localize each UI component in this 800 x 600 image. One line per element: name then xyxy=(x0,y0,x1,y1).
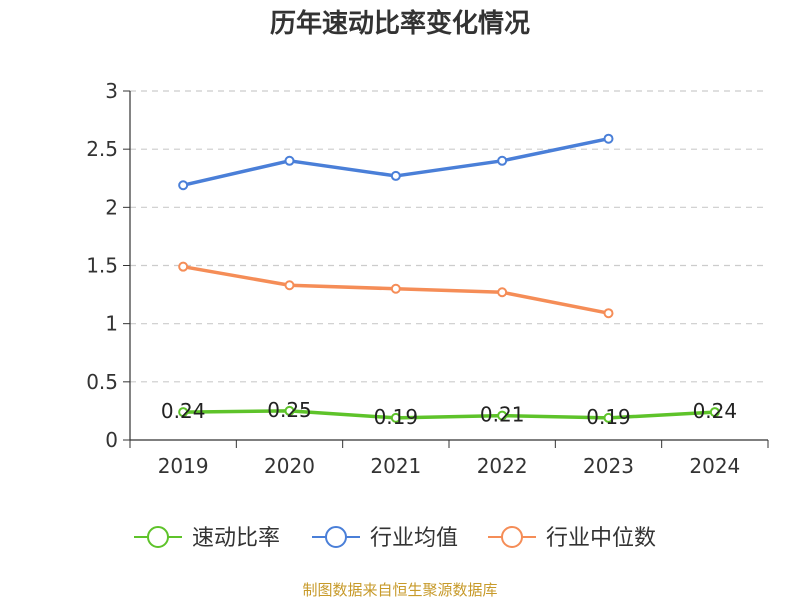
data-point xyxy=(709,407,720,418)
data-label: 0.19 xyxy=(586,405,631,429)
x-tick-label: 2022 xyxy=(477,454,528,478)
x-axis-ticks: 2019 2020 2021 2022 2023 2024 xyxy=(129,440,769,478)
data-point xyxy=(603,308,614,319)
x-tick-label: 2024 xyxy=(689,454,740,478)
x-tick-label: 2019 xyxy=(158,454,209,478)
legend-label: 行业均值 xyxy=(370,526,458,551)
data-label: 0.24 xyxy=(161,399,206,423)
data-point xyxy=(284,405,295,416)
legend-marker xyxy=(147,526,169,548)
data-point xyxy=(497,287,508,298)
data-point xyxy=(390,412,401,423)
data-label: 0.24 xyxy=(693,399,738,423)
data-point xyxy=(603,133,614,144)
legend-marker xyxy=(501,526,523,548)
series-group: 0.24 0.25 0.19 0.21 0.19 0.24 xyxy=(161,133,738,429)
y-tick-label: 3 xyxy=(105,79,118,103)
source-note: 制图数据来自恒生聚源数据库 xyxy=(302,581,497,599)
y-tick-label: 2 xyxy=(105,195,118,219)
y-tick-label: 1 xyxy=(105,312,118,336)
y-tick-label: 0 xyxy=(105,428,118,452)
data-point xyxy=(390,170,401,181)
x-tick-label: 2021 xyxy=(370,454,421,478)
grid-lines xyxy=(130,90,768,383)
legend: 速动比率 行业均值 行业中位数 xyxy=(134,526,656,551)
data-point xyxy=(390,283,401,294)
data-label: 0.21 xyxy=(480,403,525,427)
x-tick-label: 2023 xyxy=(583,454,634,478)
series-line-1 xyxy=(183,409,715,420)
data-point xyxy=(178,407,189,418)
data-label: 0.25 xyxy=(267,398,312,422)
legend-marker xyxy=(325,526,347,548)
data-point xyxy=(178,261,189,272)
legend-label: 速动比率 xyxy=(192,526,280,551)
y-tick-label: 2.5 xyxy=(86,137,118,161)
x-tick-label: 2020 xyxy=(264,454,315,478)
data-point xyxy=(284,280,295,291)
chart-title: 历年速动比率变化情况 xyxy=(270,8,530,39)
y-tick-label: 0.5 xyxy=(86,370,118,394)
legend-label: 行业中位数 xyxy=(546,526,656,551)
y-tick-label: 1.5 xyxy=(86,254,118,278)
data-point xyxy=(178,180,189,191)
y-axis-ticks: 0 0.5 1 1.5 2 2.5 3 xyxy=(86,79,130,452)
data-point xyxy=(603,412,614,423)
data-point xyxy=(497,155,508,166)
data-point xyxy=(284,155,295,166)
data-point xyxy=(497,410,508,421)
data-label: 0.19 xyxy=(374,405,419,429)
